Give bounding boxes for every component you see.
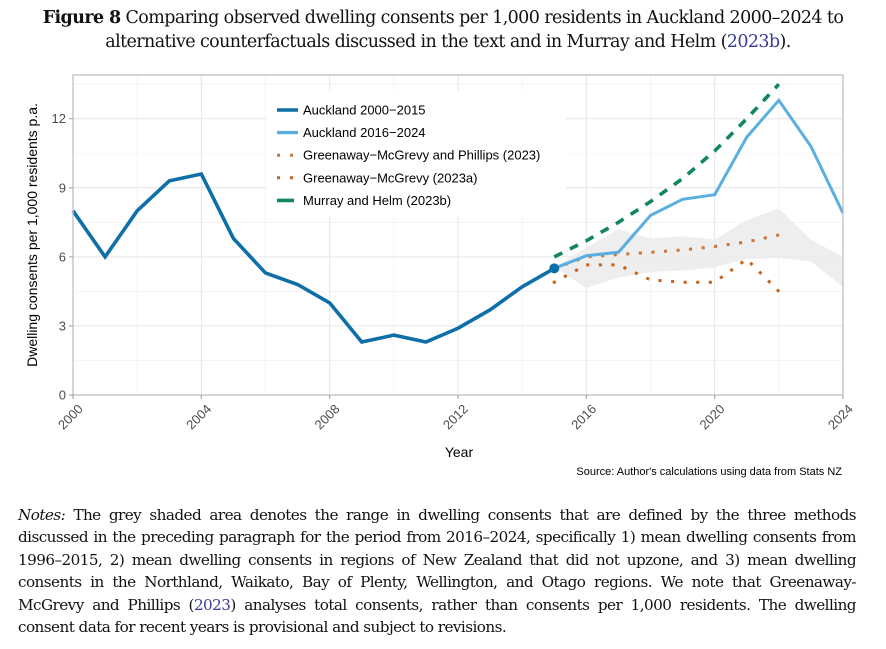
series-line-greenaway-mcgrevy-and-phillips-2023 [552, 233, 781, 271]
figure-caption: Figure 8 Comparing observed dwelling con… [0, 6, 886, 54]
series-line-murray-and-helm-2023b [553, 82, 781, 259]
y-axis-ticks: 0 3 6 9 12 [52, 111, 73, 403]
x-tick-label: 2020 [697, 401, 728, 432]
legend-label-auckland-2016-2024: Auckland 2016−2024 [303, 125, 426, 140]
legend-background [266, 91, 566, 215]
legend-label-greenaway-mcgrevy-2023a: Greenaway−McGrevy (2023a) [303, 170, 478, 185]
series-line-auckland-2016-2024 [553, 97, 845, 270]
line-chart: 0 3 6 9 12 2000 2004 2008 2012 2016 2020 2024 Dwel… [24, 74, 856, 478]
y-axis-title: Dwelling consents per 1,000 residents p.… [24, 103, 40, 367]
series-line-greenaway-mcgrevy-2023a [552, 257, 781, 294]
series-end-point [549, 263, 560, 274]
citation-link-2023[interactable]: 2023 [193, 595, 231, 614]
y-tick-label: 0 [59, 388, 66, 403]
x-tick-label: 2012 [440, 401, 471, 432]
citation-link-2023b[interactable]: 2023b [726, 32, 780, 52]
source-note: Source: Author's calculations using data… [576, 466, 842, 478]
caption-line2-end: ). [779, 32, 792, 52]
caption-line1: Comparing observed dwelling consents per… [120, 8, 844, 28]
x-tick-label: 2008 [312, 401, 343, 432]
series-line-auckland-2000-2015 [71, 171, 556, 345]
caption-line2: alternative counterfactuals discussed in… [0, 30, 886, 54]
x-axis-title: Year [445, 444, 474, 460]
notes-text-end: ) analyses total consents, rather than c… [18, 595, 857, 637]
notes-text: The grey shaded area denotes the range i… [18, 506, 857, 614]
x-tick-label: 2000 [55, 401, 86, 432]
legend-label-murray-and-helm-2023b: Murray and Helm (2023b) [303, 193, 451, 208]
y-tick-label: 9 [59, 180, 66, 195]
legend-label-auckland-2000-2015: Auckland 2000−2015 [303, 103, 426, 118]
caption-line2-text: alternative counterfactuals discussed in… [105, 32, 727, 52]
x-tick-label: 2024 [825, 401, 856, 432]
legend-label-greenaway-mcgrevy-and-phillips-2023: Greenaway−McGrevy and Phillips (2023) [303, 148, 540, 163]
x-tick-label: 2004 [183, 401, 214, 432]
legend: Auckland 2000−2015 Auckland 2016−2024 Gree… [266, 91, 566, 215]
series-layer [71, 82, 845, 345]
y-tick-label: 6 [59, 249, 66, 264]
x-tick-label: 2016 [568, 401, 599, 432]
y-tick-label: 3 [59, 318, 66, 333]
x-axis-ticks: 2000 2004 2008 2012 2016 2020 2024 [55, 395, 856, 432]
notes-label: Notes: [18, 506, 66, 524]
y-tick-label: 12 [52, 111, 66, 126]
figure-label: Figure 8 [42, 8, 121, 28]
figure-notes: Notes: The grey shaded area denotes the … [18, 504, 857, 638]
